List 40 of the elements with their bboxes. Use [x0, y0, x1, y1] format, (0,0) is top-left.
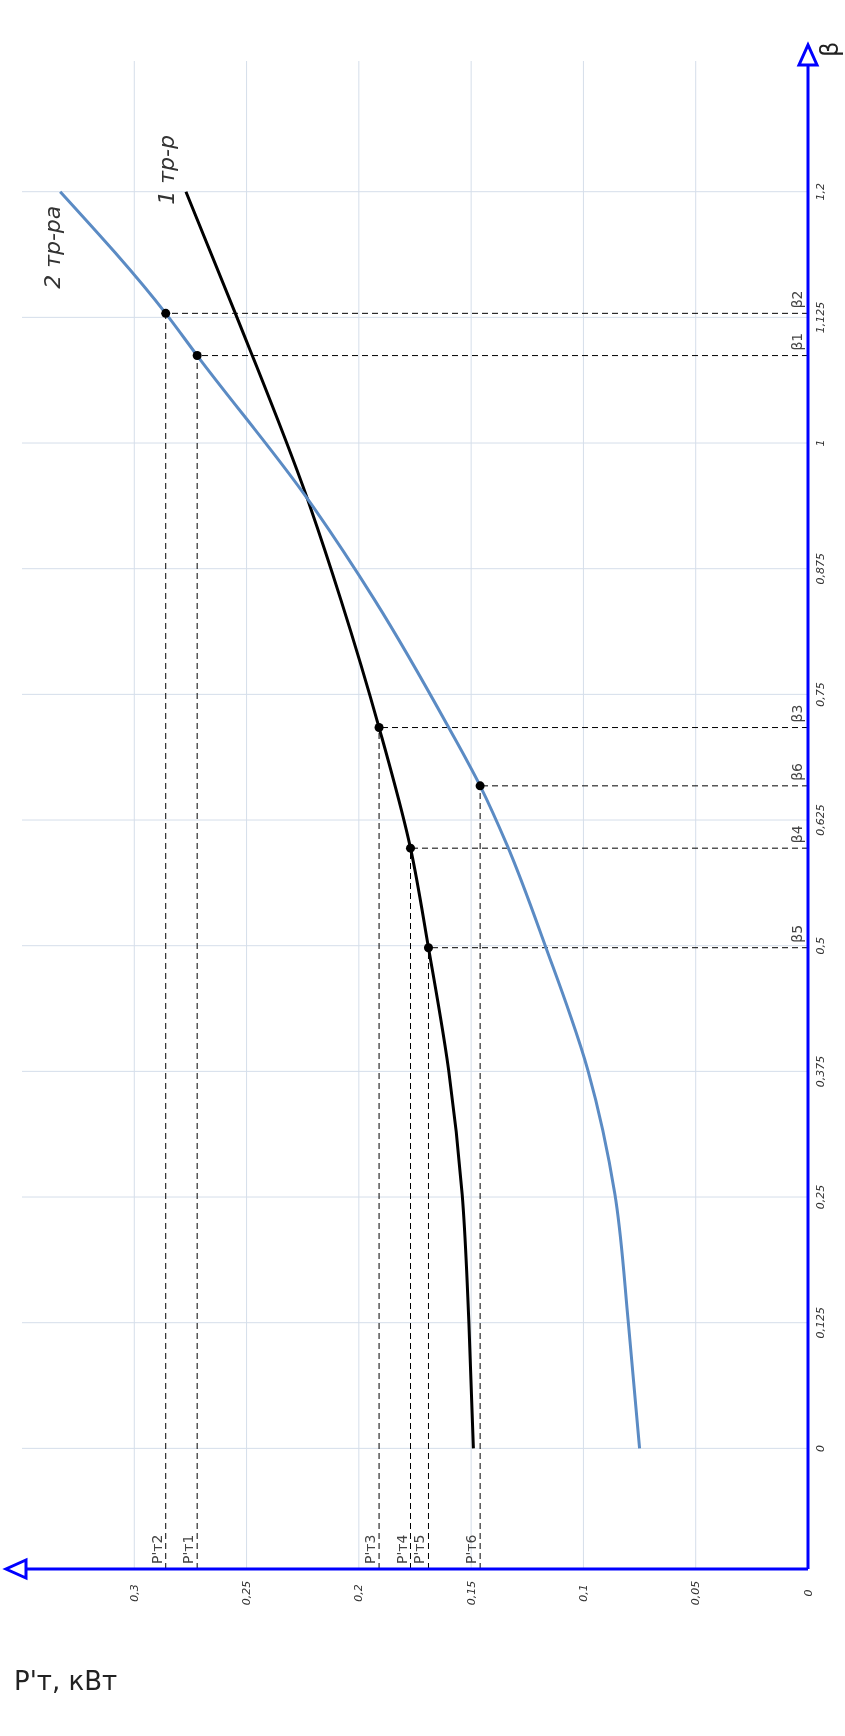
annotation: β4 — [789, 825, 805, 844]
annotation: β3 — [789, 704, 805, 723]
y-tick-label: 1 — [813, 439, 827, 447]
y-tick-label: 0 — [813, 1444, 827, 1452]
annotation: Р'т3 — [362, 1534, 379, 1564]
annotation: Р'т6 — [463, 1534, 480, 1564]
x-tick-label: 0 — [801, 1589, 815, 1597]
annotation: Р'т5 — [411, 1534, 428, 1564]
y-tick-label: 0,375 — [813, 1055, 827, 1088]
annotation: β2 — [789, 290, 805, 309]
x-tick-label: 0,05 — [689, 1580, 703, 1606]
y-tick-label: 0,625 — [813, 804, 827, 836]
point — [374, 723, 384, 733]
point — [161, 308, 171, 318]
annotation: Р'т2 — [148, 1534, 165, 1564]
annotation: Р'т4 — [393, 1534, 410, 1564]
annotation: β5 — [789, 924, 805, 943]
text: 2 тр-ра — [40, 205, 66, 289]
y-tick-label: 1,2 — [813, 182, 827, 201]
y-tick-label: 0,125 — [813, 1306, 827, 1339]
y-tick-label: 0,75 — [813, 682, 827, 707]
y-tick-label: 0,25 — [813, 1184, 827, 1210]
annotation: β1 — [789, 332, 805, 351]
x-tick-label: 0,2 — [352, 1584, 366, 1602]
x-tick-label: 0,3 — [127, 1584, 141, 1602]
text: 1 тр-р — [153, 135, 179, 205]
annotation: β6 — [789, 762, 805, 781]
y-tick-label: 0,5 — [813, 936, 827, 955]
x-axis-title: Р'т, кВт — [14, 1666, 118, 1696]
x-tick-label: 0,1 — [576, 1584, 590, 1602]
y-tick-label: 0,875 — [813, 552, 827, 585]
y-axis-title: β — [816, 41, 844, 57]
point — [192, 351, 202, 361]
y-tick-label: 1,125 — [813, 301, 827, 334]
point — [423, 943, 433, 953]
x-tick-label: 0,25 — [240, 1580, 254, 1606]
point — [475, 781, 485, 791]
annotation: Р'т1 — [180, 1534, 197, 1564]
point — [406, 843, 416, 853]
x-tick-label: 0,15 — [464, 1580, 478, 1606]
